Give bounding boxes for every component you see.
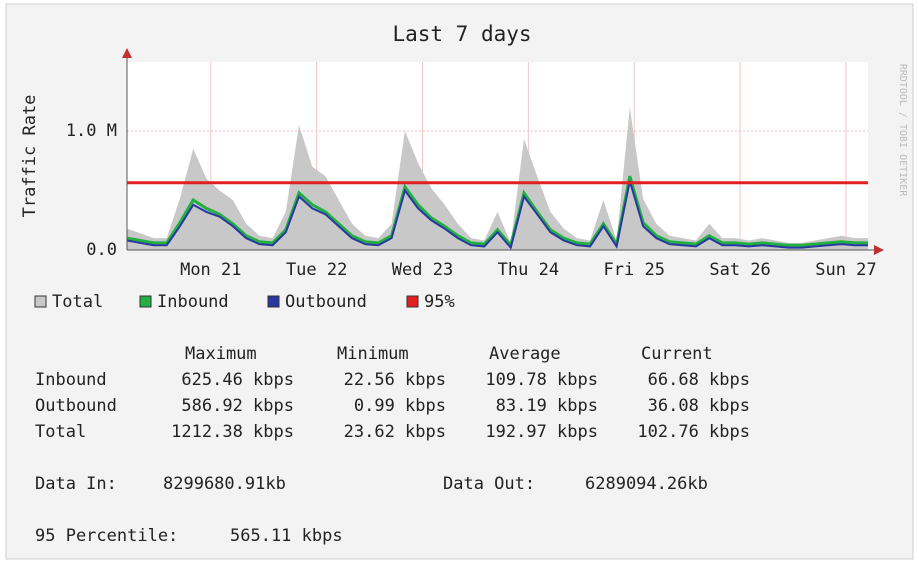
x-tick-label: Sun 27 — [815, 260, 876, 280]
legend-label: Outbound — [285, 292, 367, 312]
legend-label: Inbound — [157, 292, 229, 312]
stats-cell: 0.99 kbps — [354, 396, 446, 416]
stats-cell: 109.78 kbps — [485, 370, 598, 390]
legend-swatch — [139, 295, 152, 308]
data-in-label: Data In: — [35, 474, 117, 494]
stats-cell: 625.46 kbps — [181, 370, 294, 390]
stats-row-label: Inbound — [35, 370, 107, 390]
stats-cell: 66.68 kbps — [648, 370, 750, 390]
stats-row-label: Total — [35, 422, 86, 442]
stats-cell: 1212.38 kbps — [171, 422, 294, 442]
stats-header: Average — [489, 344, 561, 364]
stats-cell: 23.62 kbps — [344, 422, 446, 442]
percentile-label: 95 Percentile: — [35, 526, 178, 546]
legend-label: 95% — [424, 292, 455, 312]
y-tick-label: 0.0 — [86, 240, 117, 260]
legend-label: Total — [52, 292, 103, 312]
watermark: RRDTOOL / TOBI OETIKER — [897, 64, 908, 197]
outbound-line — [126, 180, 868, 250]
stats-cell: 22.56 kbps — [344, 370, 446, 390]
data-out-label: Data Out: — [443, 474, 535, 494]
stats-header: Minimum — [337, 344, 409, 364]
percentile-value: 565.11 kbps — [230, 526, 343, 546]
y-axis-arrow — [122, 48, 132, 58]
stats-header: Current — [641, 344, 713, 364]
stats-cell: 36.08 kbps — [648, 396, 750, 416]
data-in-value: 8299680.91kb — [163, 474, 286, 494]
stats-header: Maximum — [185, 344, 257, 364]
stats-cell: 102.76 kbps — [637, 422, 750, 442]
chart-title: Last 7 days — [392, 22, 531, 46]
x-tick-label: Mon 21 — [180, 260, 241, 280]
x-tick-label: Tue 22 — [286, 260, 347, 280]
x-tick-label: Sat 26 — [709, 260, 770, 280]
stats-cell: 586.92 kbps — [181, 396, 294, 416]
legend-swatch — [267, 295, 280, 308]
data-out-value: 6289094.26kb — [585, 474, 708, 494]
x-tick-label: Thu 24 — [498, 260, 559, 280]
stats-cell: 192.97 kbps — [485, 422, 598, 442]
legend-swatch — [34, 295, 47, 308]
x-tick-label: Fri 25 — [604, 260, 665, 280]
total-area — [127, 107, 868, 250]
x-axis-arrow — [874, 245, 884, 255]
inbound-line — [126, 175, 868, 249]
legend-swatch — [406, 295, 419, 308]
x-tick-label: Wed 23 — [392, 260, 453, 280]
y-tick-label: 1.0 M — [66, 121, 117, 141]
y-axis-label: Traffic Rate — [20, 95, 40, 218]
stats-row-label: Outbound — [35, 396, 117, 416]
stats-cell: 83.19 kbps — [496, 396, 598, 416]
